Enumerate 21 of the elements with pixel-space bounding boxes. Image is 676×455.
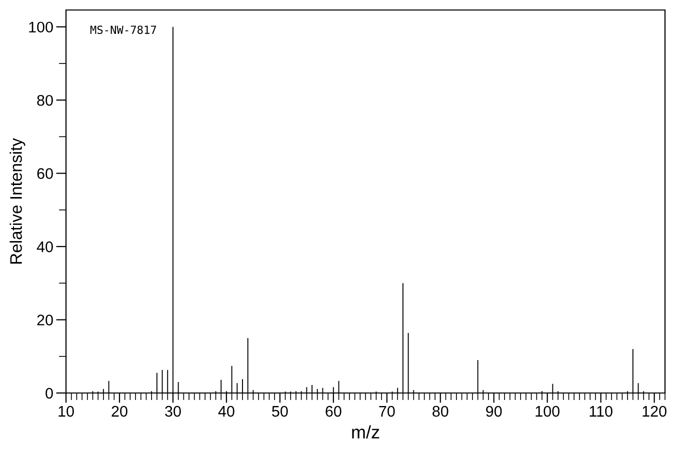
y-tick-label: 40 <box>36 241 53 252</box>
x-tick-label: 40 <box>218 406 234 417</box>
x-tick-label: 20 <box>112 406 128 417</box>
y-tick-label: 100 <box>29 22 53 33</box>
x-tick-label: 50 <box>272 406 288 417</box>
y-tick-label: 60 <box>37 168 53 179</box>
x-tick-label: 120 <box>642 406 666 417</box>
x-axis-title: m/z <box>352 425 380 439</box>
y-axis-title: Relative Intensity <box>10 138 26 264</box>
x-tick-label: 10 <box>58 406 74 417</box>
x-tick-label: 100 <box>536 406 560 417</box>
x-tick-label: 60 <box>326 406 342 417</box>
x-tick-label: 80 <box>432 406 448 417</box>
x-tick-label: 90 <box>486 406 502 417</box>
y-tick-label: 0 <box>46 388 53 399</box>
x-tick-label: 70 <box>379 406 395 417</box>
x-tick-label: 30 <box>165 406 181 417</box>
x-tick-label: 110 <box>590 406 612 417</box>
annotation: MS-NW-7817 <box>90 26 156 34</box>
y-tick-label: 20 <box>37 314 53 326</box>
y-tick-label: 80 <box>37 94 53 106</box>
